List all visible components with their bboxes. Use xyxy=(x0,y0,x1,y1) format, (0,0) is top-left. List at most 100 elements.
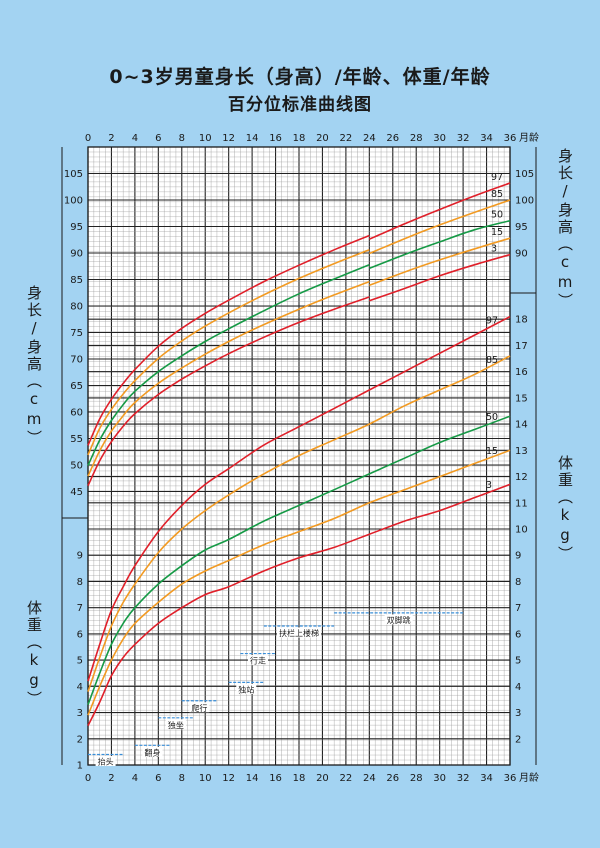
x-tick-top: 34 xyxy=(480,133,493,144)
weight-curve-p85 xyxy=(87,355,511,692)
x-tick-bottom: 14 xyxy=(246,773,259,784)
milestone-label: 独坐 xyxy=(168,720,184,730)
height-tick-left: 105 xyxy=(64,169,83,180)
x-tick-top: 4 xyxy=(132,133,138,144)
milestone-label: 行走 xyxy=(250,656,266,666)
weight-tick-right: 16 xyxy=(515,367,528,378)
x-tick-top: 26 xyxy=(386,133,399,144)
height-tick-right: 95 xyxy=(515,222,528,233)
x-tick-top: 20 xyxy=(316,133,329,144)
weight-curve-label-p15: 15 xyxy=(486,446,498,457)
height-curve-p15 xyxy=(369,237,511,287)
x-tick-bottom: 16 xyxy=(269,773,282,784)
weight-tick-right: 18 xyxy=(515,315,528,326)
x-tick-top: 30 xyxy=(433,133,446,144)
height-curve-p50 xyxy=(369,219,511,270)
height-tick-left: 55 xyxy=(70,434,83,445)
height-tick-left: 60 xyxy=(70,408,83,419)
weight-curve-label-p97: 97 xyxy=(486,316,498,327)
x-tick-bottom: 32 xyxy=(457,773,470,784)
weight-tick-right: 15 xyxy=(515,393,528,404)
height-tick-left: 100 xyxy=(64,196,83,207)
x-tick-bottom: 36 xyxy=(504,773,517,784)
weight-tick-left: 5 xyxy=(77,656,83,667)
weight-tick-right: 14 xyxy=(515,420,528,431)
height-curve-p3 xyxy=(369,253,511,302)
x-tick-top: 28 xyxy=(410,133,423,144)
x-tick-top: 10 xyxy=(199,133,212,144)
x-tick-top: 14 xyxy=(246,133,259,144)
weight-tick-right: 8 xyxy=(515,577,521,588)
weight-tick-left: 2 xyxy=(77,734,83,745)
height-tick-left: 45 xyxy=(70,487,83,498)
height-curve-p85 xyxy=(368,199,511,255)
height-tick-left: 75 xyxy=(70,328,83,339)
weight-tick-left: 3 xyxy=(77,708,83,719)
milestone-label-bg xyxy=(236,683,257,694)
percentile-curves: 97 85 50 15 3 97 85 50 15 3 xyxy=(87,172,511,727)
milestone-label-bg xyxy=(189,702,210,713)
weight-tick-left: 9 xyxy=(77,551,83,562)
height-tick-left: 90 xyxy=(70,249,83,260)
weight-tick-right: 17 xyxy=(515,341,528,352)
height-curve-p3 xyxy=(87,296,370,487)
x-tick-bottom: 10 xyxy=(199,773,212,784)
weight-curve-p15 xyxy=(87,449,511,716)
weight-curve-label-p85: 85 xyxy=(486,355,498,366)
x-tick-bottom: 0 xyxy=(85,773,91,784)
x-tick-top: 18 xyxy=(293,133,306,144)
weight-axis-label-right: 体重（kg） xyxy=(556,455,574,563)
milestone-label-bg xyxy=(165,719,186,730)
axes: 0022446688101012121414161618182020222224… xyxy=(61,131,539,784)
weight-tick-right: 4 xyxy=(515,682,521,693)
height-curve-label-p3: 3 xyxy=(491,244,497,255)
x-tick-top: 2 xyxy=(108,133,114,144)
weight-tick-right: 3 xyxy=(515,708,521,719)
weight-tick-right: 11 xyxy=(515,498,528,509)
height-curve-label-p15: 15 xyxy=(491,227,503,238)
x-unit-top: 月龄 xyxy=(519,131,539,144)
milestone-label-bg xyxy=(95,756,116,767)
weight-curve-p3 xyxy=(87,483,511,727)
height-curve-p85 xyxy=(87,249,370,456)
milestone-label: 抬头 xyxy=(98,757,114,767)
height-tick-left: 65 xyxy=(70,381,83,392)
height-axis-label-right: 身长/身高（cm） xyxy=(556,148,574,310)
height-curve-p50 xyxy=(87,263,370,466)
x-tick-bottom: 22 xyxy=(340,773,353,784)
milestone-label-bg xyxy=(384,614,413,625)
x-tick-bottom: 8 xyxy=(179,773,185,784)
x-tick-top: 22 xyxy=(340,133,353,144)
height-tick-left: 50 xyxy=(70,461,83,472)
x-tick-bottom: 20 xyxy=(316,773,329,784)
grid xyxy=(87,146,511,766)
x-tick-bottom: 26 xyxy=(386,773,399,784)
chart-subtitle: 百分位标准曲线图 xyxy=(228,95,372,115)
weight-tick-left: 8 xyxy=(77,577,83,588)
x-tick-bottom: 24 xyxy=(363,773,376,784)
height-tick-left: 85 xyxy=(70,275,83,286)
x-tick-top: 24 xyxy=(363,133,376,144)
x-tick-bottom: 28 xyxy=(410,773,423,784)
x-tick-top: 12 xyxy=(222,133,235,144)
weight-tick-right: 12 xyxy=(515,472,528,483)
weight-tick-right: 9 xyxy=(515,551,521,562)
weight-tick-right: 10 xyxy=(515,525,528,536)
milestone-label-bg xyxy=(277,627,321,638)
milestone-label: 扶栏上楼梯 xyxy=(279,628,319,638)
height-tick-right: 90 xyxy=(515,249,528,260)
weight-curve-label-p50: 50 xyxy=(486,412,498,423)
weight-axis-label-left: 体重（kg） xyxy=(25,600,43,708)
x-tick-top: 0 xyxy=(85,133,91,144)
weight-tick-left: 7 xyxy=(77,603,83,614)
height-tick-right: 105 xyxy=(515,169,534,180)
x-tick-top: 6 xyxy=(155,133,161,144)
height-curve-label-p50: 50 xyxy=(491,210,503,221)
height-curve-label-p85: 85 xyxy=(491,189,503,200)
height-tick-right: 100 xyxy=(515,196,534,207)
x-tick-top: 36 xyxy=(504,133,517,144)
height-tick-left: 70 xyxy=(70,355,83,366)
height-curve-p97 xyxy=(368,182,511,240)
